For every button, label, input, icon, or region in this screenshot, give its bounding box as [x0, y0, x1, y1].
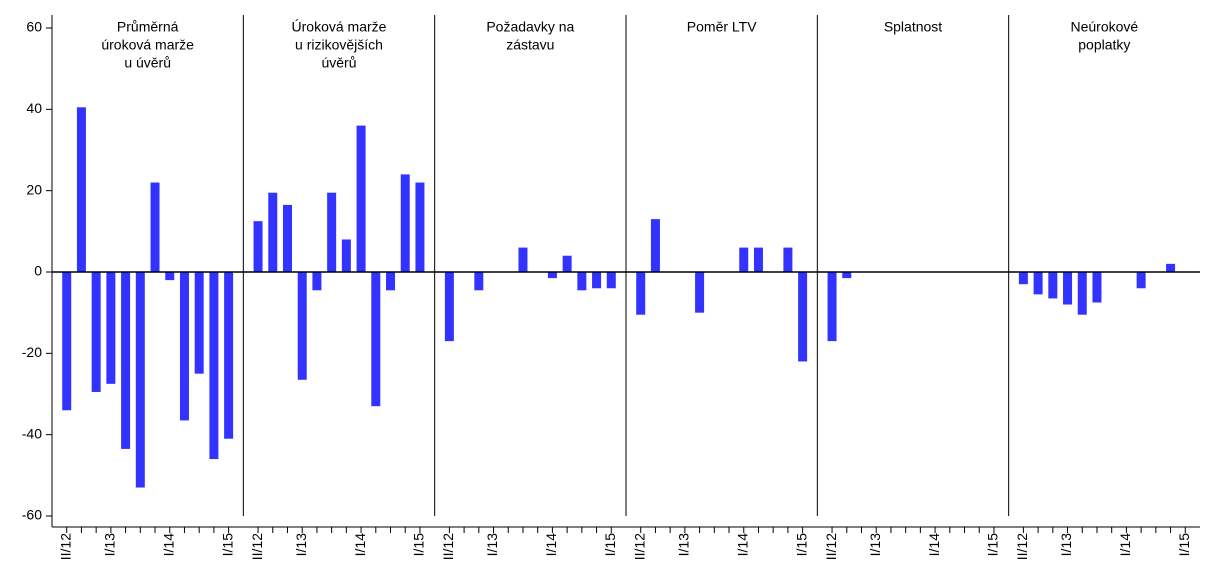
bar	[386, 272, 396, 291]
bar	[592, 272, 602, 289]
bar	[547, 272, 557, 279]
x-tick-label: I/14	[926, 533, 942, 557]
x-tick-label: I/15	[219, 533, 235, 557]
bar	[297, 272, 307, 380]
bar	[1077, 272, 1087, 315]
bar	[341, 239, 351, 272]
bar	[1018, 272, 1028, 285]
x-tick-label: I/13	[293, 533, 309, 557]
panel-title: poplatky	[1078, 37, 1130, 53]
bar	[798, 272, 808, 362]
x-tick-label: II/12	[440, 533, 456, 560]
bar	[783, 247, 793, 272]
x-tick-label: II/12	[1014, 533, 1030, 560]
y-tick-label: 40	[26, 100, 42, 116]
bar	[150, 182, 160, 272]
x-tick-label: I/13	[484, 533, 500, 557]
bar	[444, 272, 454, 342]
bar	[474, 272, 484, 291]
bar	[209, 272, 219, 460]
bar	[739, 247, 749, 272]
x-tick-label: I/13	[676, 533, 692, 557]
panel-title: Neúrokové	[1070, 19, 1138, 35]
bar	[253, 221, 263, 272]
panel-title: u úvěrů	[124, 55, 171, 71]
y-tick-label: -20	[22, 344, 42, 360]
x-tick-label: II/12	[57, 533, 73, 560]
bar	[1092, 272, 1102, 303]
x-tick-label: II/12	[249, 533, 265, 560]
x-tick-label: I/14	[543, 533, 559, 557]
x-tick-label: I/15	[985, 533, 1001, 557]
bar	[842, 272, 852, 279]
panel-title: Úroková marže	[292, 19, 387, 35]
panel-title: Poměr LTV	[687, 19, 757, 35]
panel-title: Požadavky na	[486, 19, 574, 35]
bar	[695, 272, 705, 313]
x-tick-label: II/12	[823, 533, 839, 560]
bar	[135, 272, 145, 488]
bar	[327, 192, 337, 272]
bar	[179, 272, 189, 421]
x-tick-label: I/15	[602, 533, 618, 557]
panel-title: u rizikovějších	[295, 37, 383, 53]
bar	[753, 247, 763, 272]
bar	[606, 272, 616, 289]
panel-title: úroková marže	[101, 37, 194, 53]
x-tick-label: I/14	[352, 533, 368, 557]
bar	[400, 174, 410, 272]
bar	[91, 272, 101, 392]
panel-title: zástavu	[506, 37, 554, 53]
y-tick-label: 0	[34, 263, 42, 279]
bar	[282, 204, 292, 272]
bar	[577, 272, 587, 291]
bar	[194, 272, 204, 374]
x-tick-label: II/12	[631, 533, 647, 560]
y-tick-label: -60	[22, 507, 42, 523]
panel-title: Průměrná	[117, 19, 179, 35]
bar	[650, 219, 660, 272]
bar	[636, 272, 646, 315]
bar	[121, 272, 131, 449]
x-tick-label: I/13	[102, 533, 118, 557]
panel-title: úvěrů	[321, 55, 356, 71]
bar	[1136, 272, 1146, 289]
x-tick-label: I/13	[867, 533, 883, 557]
bar	[415, 182, 425, 272]
x-tick-label: I/13	[1058, 533, 1074, 557]
y-tick-label: 20	[26, 181, 42, 197]
x-tick-label: I/14	[734, 533, 750, 557]
bar	[312, 272, 322, 291]
bar	[1033, 272, 1043, 295]
y-tick-label: -40	[22, 425, 42, 441]
bar	[356, 125, 366, 272]
bar	[1063, 272, 1073, 305]
bar	[827, 272, 837, 342]
x-tick-label: I/15	[1176, 533, 1192, 557]
bar	[371, 272, 381, 407]
x-tick-label: I/14	[160, 533, 176, 557]
bar	[106, 272, 116, 384]
x-tick-label: I/15	[793, 533, 809, 557]
bar	[76, 107, 86, 272]
bar	[518, 247, 528, 272]
bar	[62, 272, 72, 411]
bar	[562, 255, 572, 272]
x-tick-label: I/15	[411, 533, 427, 557]
bar	[268, 192, 278, 272]
bar	[1048, 272, 1058, 299]
x-tick-label: I/14	[1117, 533, 1133, 557]
bar	[165, 272, 175, 281]
y-tick-label: 60	[26, 19, 42, 35]
bar	[1166, 263, 1176, 272]
panel-title: Splatnost	[884, 19, 942, 35]
bar	[224, 272, 234, 439]
